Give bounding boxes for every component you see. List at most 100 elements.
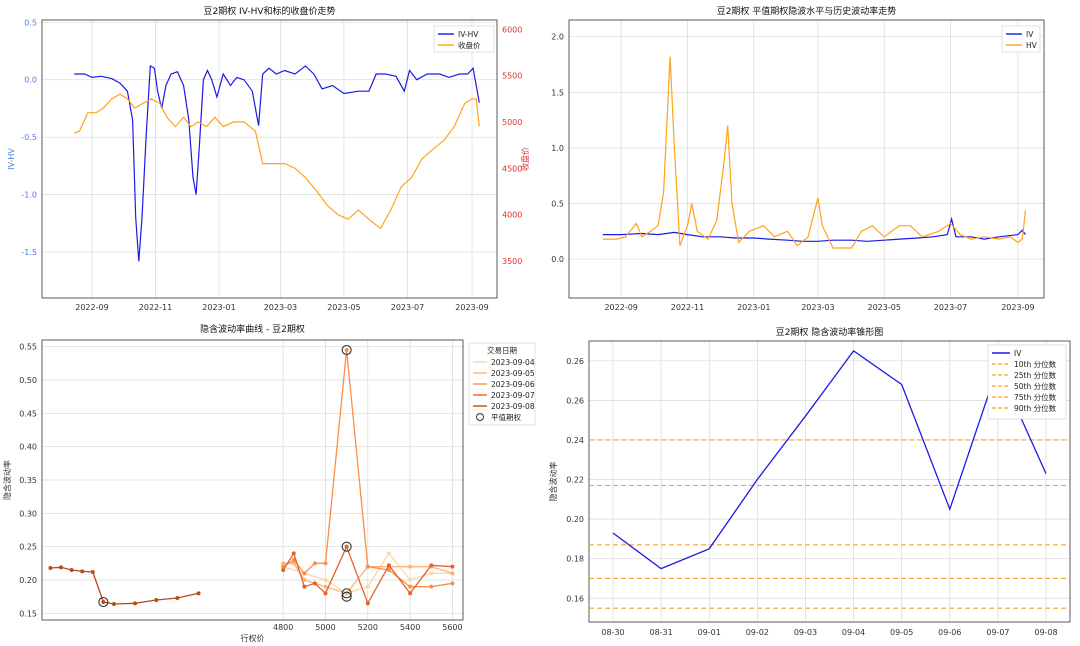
smile-point [386,551,391,556]
smile-point [408,591,413,596]
smile-point [312,561,317,566]
x-tick-label: 2023-01 [202,303,235,312]
y-tick-label: 0.22 [566,476,584,485]
chart-title: 隐含波动率曲线 - 豆2期权 [200,323,305,335]
legend-label: IV [1014,349,1022,358]
y2-tick-label: 4000 [502,211,522,220]
smile-point [111,602,116,606]
legend-label: 2023-09-07 [491,391,535,400]
y-tick-label: 0.45 [19,409,37,418]
y2-tick-label: 5500 [502,72,522,81]
y-axis-label: 隐含波动率 [2,460,12,500]
smile-point [408,584,413,589]
series-line-iv [602,216,1026,242]
y-tick-label: 0.55 [19,343,37,352]
y-tick-label: 0.0 [24,76,37,85]
smile-point [408,564,413,569]
smile-point [281,568,286,572]
legend-box [1001,25,1041,53]
smile-point [291,551,296,556]
y-tick-label: -1.0 [21,191,37,200]
smile-point [323,584,328,589]
smile-point [133,601,138,606]
x-tick-label: 2023-05 [867,303,900,312]
y2-tick-label: 5000 [502,118,522,127]
atm-marker [341,588,352,599]
chart-iv-hv-close: 2022-09 2022-11 2023-01 2023-03 2023-05 2023-… [7,5,530,312]
smile-point [365,564,370,569]
x-tick-label: 09-02 [746,628,769,637]
y-tick-label: 0.5 [24,18,37,27]
smile-point [302,578,307,582]
smile-point [344,348,349,352]
x-tick-label: 2022-11 [139,303,172,312]
y-tick-label: 0.50 [19,376,37,385]
chart-title: 豆2期权 IV-HV和标的收盘价走势 [203,5,335,17]
x-tick-label: 09-06 [938,628,961,637]
x-tick-label: 2022-09 [604,303,637,312]
legend-label: 50th 分位数 [1014,381,1057,391]
x-tick-label: 09-08 [1034,628,1057,637]
chart-title: 豆2期权 平值期权隐波水平与历史波动率走势 [717,5,897,17]
smile-point [80,569,85,574]
x-tick-label: 2023-03 [264,303,297,312]
smile-point [291,558,296,562]
legend-label: 25th 分位数 [1014,370,1057,380]
chart-title: 豆2期权 隐含波动率锥形图 [776,326,884,338]
chart-iv-cone: 08-30 08-31 09-01 09-02 09-03 09-04 09-05 09-06… [548,326,1071,637]
atm-marker [341,344,352,356]
x-tick-label: 2023-09 [1001,303,1034,312]
smile-point [154,598,159,602]
x-tick-label: 2023-03 [801,303,834,312]
smile-point [323,561,328,566]
y-tick-label: 0.0 [551,255,564,264]
x-tick-label: 08-30 [601,628,624,637]
x-tick-label: 2023-05 [327,303,360,312]
smile-point [90,570,95,574]
x-tick-label: 09-03 [794,628,817,637]
smile-point [59,565,64,570]
y-axis-label: IV-HV [7,148,16,170]
legend-atm-swatch [476,413,484,421]
y-tick-label: 0.16 [566,594,584,603]
x-tick-label: 2023-09 [455,303,488,312]
x-tick-label: 2022-09 [75,303,108,312]
atm-marker [341,541,352,552]
y-tick-label: 0.25 [19,543,37,552]
plot-frame [588,340,1071,623]
y-tick-label: 0.5 [551,199,564,208]
y-tick-label: -1.5 [21,248,37,257]
smile-point [196,591,201,596]
smile-point [365,601,370,606]
smile-point [302,584,307,589]
chart-iv-smile: 4800 5000 5200 5400 5600 0.15 0.20 0.25 0.30 0.35… [2,323,536,643]
chart-iv-hv-history: 2022-09 2022-11 2023-01 2023-03 2023-05 2023-… [551,5,1045,312]
y-tick-label: 0.26 [566,396,584,405]
smile-point [344,544,349,549]
iv-line [612,350,1047,570]
y-tick-label: 0.18 [566,555,584,564]
y-tick-label: 0.40 [19,443,37,452]
plot-frame [41,19,498,299]
legend-box [987,344,1067,420]
smile-point [408,578,413,582]
y-axis-label: 隐含波动率 [548,462,558,502]
smile-point [48,566,53,570]
x-tick-label: 5200 [358,623,378,632]
legend-label: 收盘价 [458,40,481,50]
smile-point [291,561,296,566]
smile-point [386,568,391,572]
atm-marker [341,591,352,602]
legend-label: 10th 分位数 [1014,359,1057,369]
x-tick-label: 08-31 [649,628,672,637]
plot-frame [41,339,464,621]
y-tick-label: 1.5 [551,88,564,97]
x-tick-label: 2023-01 [737,303,770,312]
x-tick-label: 09-05 [890,628,913,637]
smile-point [101,600,106,604]
y-tick-label: 0.15 [19,609,37,618]
smile-point [450,571,455,576]
legend-label: HV [1026,41,1038,50]
